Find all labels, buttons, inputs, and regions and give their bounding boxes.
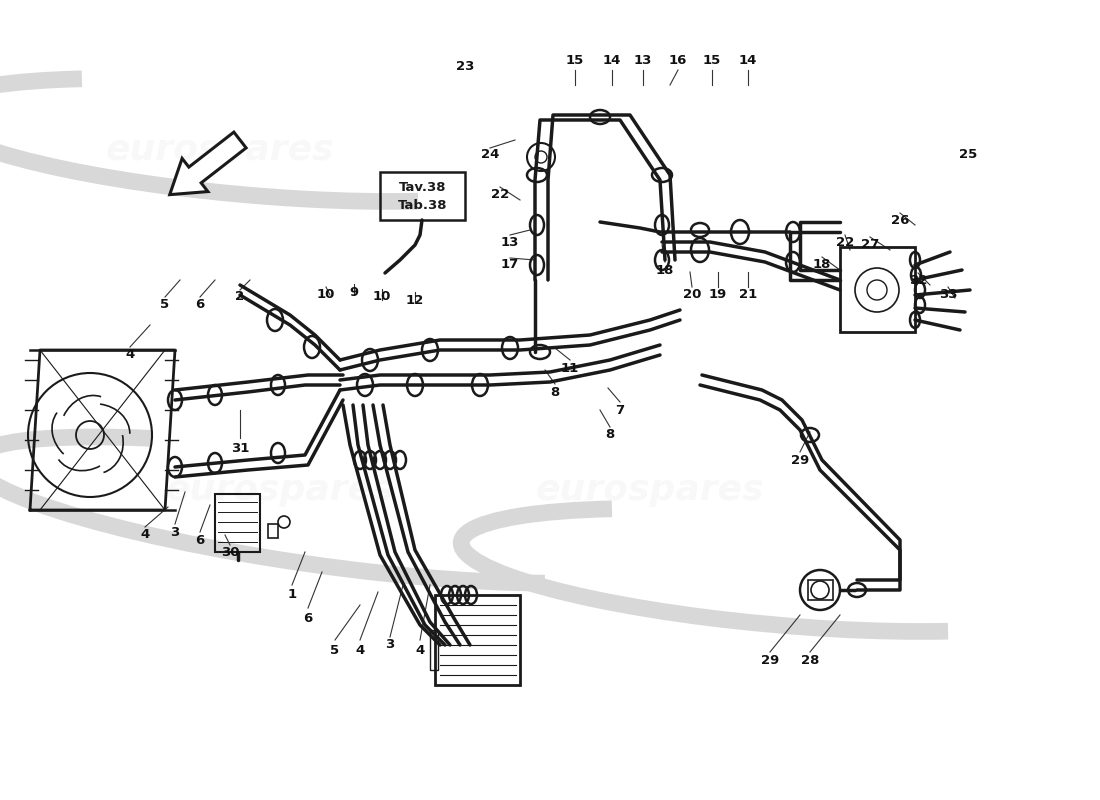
Text: 6: 6 xyxy=(196,534,205,546)
Text: 4: 4 xyxy=(141,529,150,542)
Text: 30: 30 xyxy=(221,546,240,558)
Text: 8: 8 xyxy=(605,429,615,442)
Text: 12: 12 xyxy=(406,294,425,306)
Text: 3: 3 xyxy=(385,638,395,651)
Text: 4: 4 xyxy=(416,643,425,657)
Text: 4: 4 xyxy=(125,349,134,362)
Text: Tab.38: Tab.38 xyxy=(398,199,448,212)
Text: 6: 6 xyxy=(304,611,312,625)
Text: 4: 4 xyxy=(355,643,364,657)
FancyArrow shape xyxy=(169,132,246,194)
Text: 14: 14 xyxy=(603,54,622,66)
Text: 5: 5 xyxy=(330,643,340,657)
Text: 17: 17 xyxy=(500,258,519,271)
Text: 9: 9 xyxy=(350,286,359,298)
Bar xyxy=(379,172,465,220)
Text: 28: 28 xyxy=(801,654,820,666)
Text: 20: 20 xyxy=(683,289,701,302)
Text: 11: 11 xyxy=(561,362,579,374)
Text: 33: 33 xyxy=(938,289,957,302)
Text: 29: 29 xyxy=(791,454,810,466)
Bar xyxy=(808,580,833,600)
Text: 24: 24 xyxy=(481,149,499,162)
Text: eurospares: eurospares xyxy=(166,473,394,507)
Text: 6: 6 xyxy=(196,298,205,311)
Text: eurospares: eurospares xyxy=(106,133,334,167)
Text: 15: 15 xyxy=(703,54,722,66)
Text: 25: 25 xyxy=(959,149,977,162)
Text: Tav.38: Tav.38 xyxy=(398,182,447,194)
Bar xyxy=(214,494,260,552)
Text: 18: 18 xyxy=(656,263,674,277)
Text: 7: 7 xyxy=(615,403,625,417)
Text: 8: 8 xyxy=(550,386,560,398)
Text: 1: 1 xyxy=(287,589,297,602)
Text: 31: 31 xyxy=(231,442,250,454)
Text: 19: 19 xyxy=(708,289,727,302)
Text: 22: 22 xyxy=(836,235,854,249)
Bar xyxy=(430,630,438,670)
Text: 13: 13 xyxy=(634,54,652,66)
Text: 14: 14 xyxy=(739,54,757,66)
Text: 10: 10 xyxy=(317,289,336,302)
Text: 32: 32 xyxy=(909,274,927,286)
Text: 26: 26 xyxy=(891,214,910,226)
Bar xyxy=(840,247,915,332)
Text: eurospares: eurospares xyxy=(536,473,764,507)
Text: 22: 22 xyxy=(491,189,509,202)
Text: 21: 21 xyxy=(739,289,757,302)
Text: 15: 15 xyxy=(565,54,584,66)
Text: 18: 18 xyxy=(813,258,832,271)
Text: 27: 27 xyxy=(861,238,879,250)
Text: 13: 13 xyxy=(500,235,519,249)
Text: 2: 2 xyxy=(235,290,244,303)
Text: 5: 5 xyxy=(161,298,169,311)
Text: 10: 10 xyxy=(373,290,392,303)
Text: 16: 16 xyxy=(669,54,688,66)
Bar xyxy=(434,595,520,685)
Bar xyxy=(268,524,278,538)
Text: 3: 3 xyxy=(170,526,179,538)
Text: 23: 23 xyxy=(455,61,474,74)
Text: 29: 29 xyxy=(761,654,779,666)
